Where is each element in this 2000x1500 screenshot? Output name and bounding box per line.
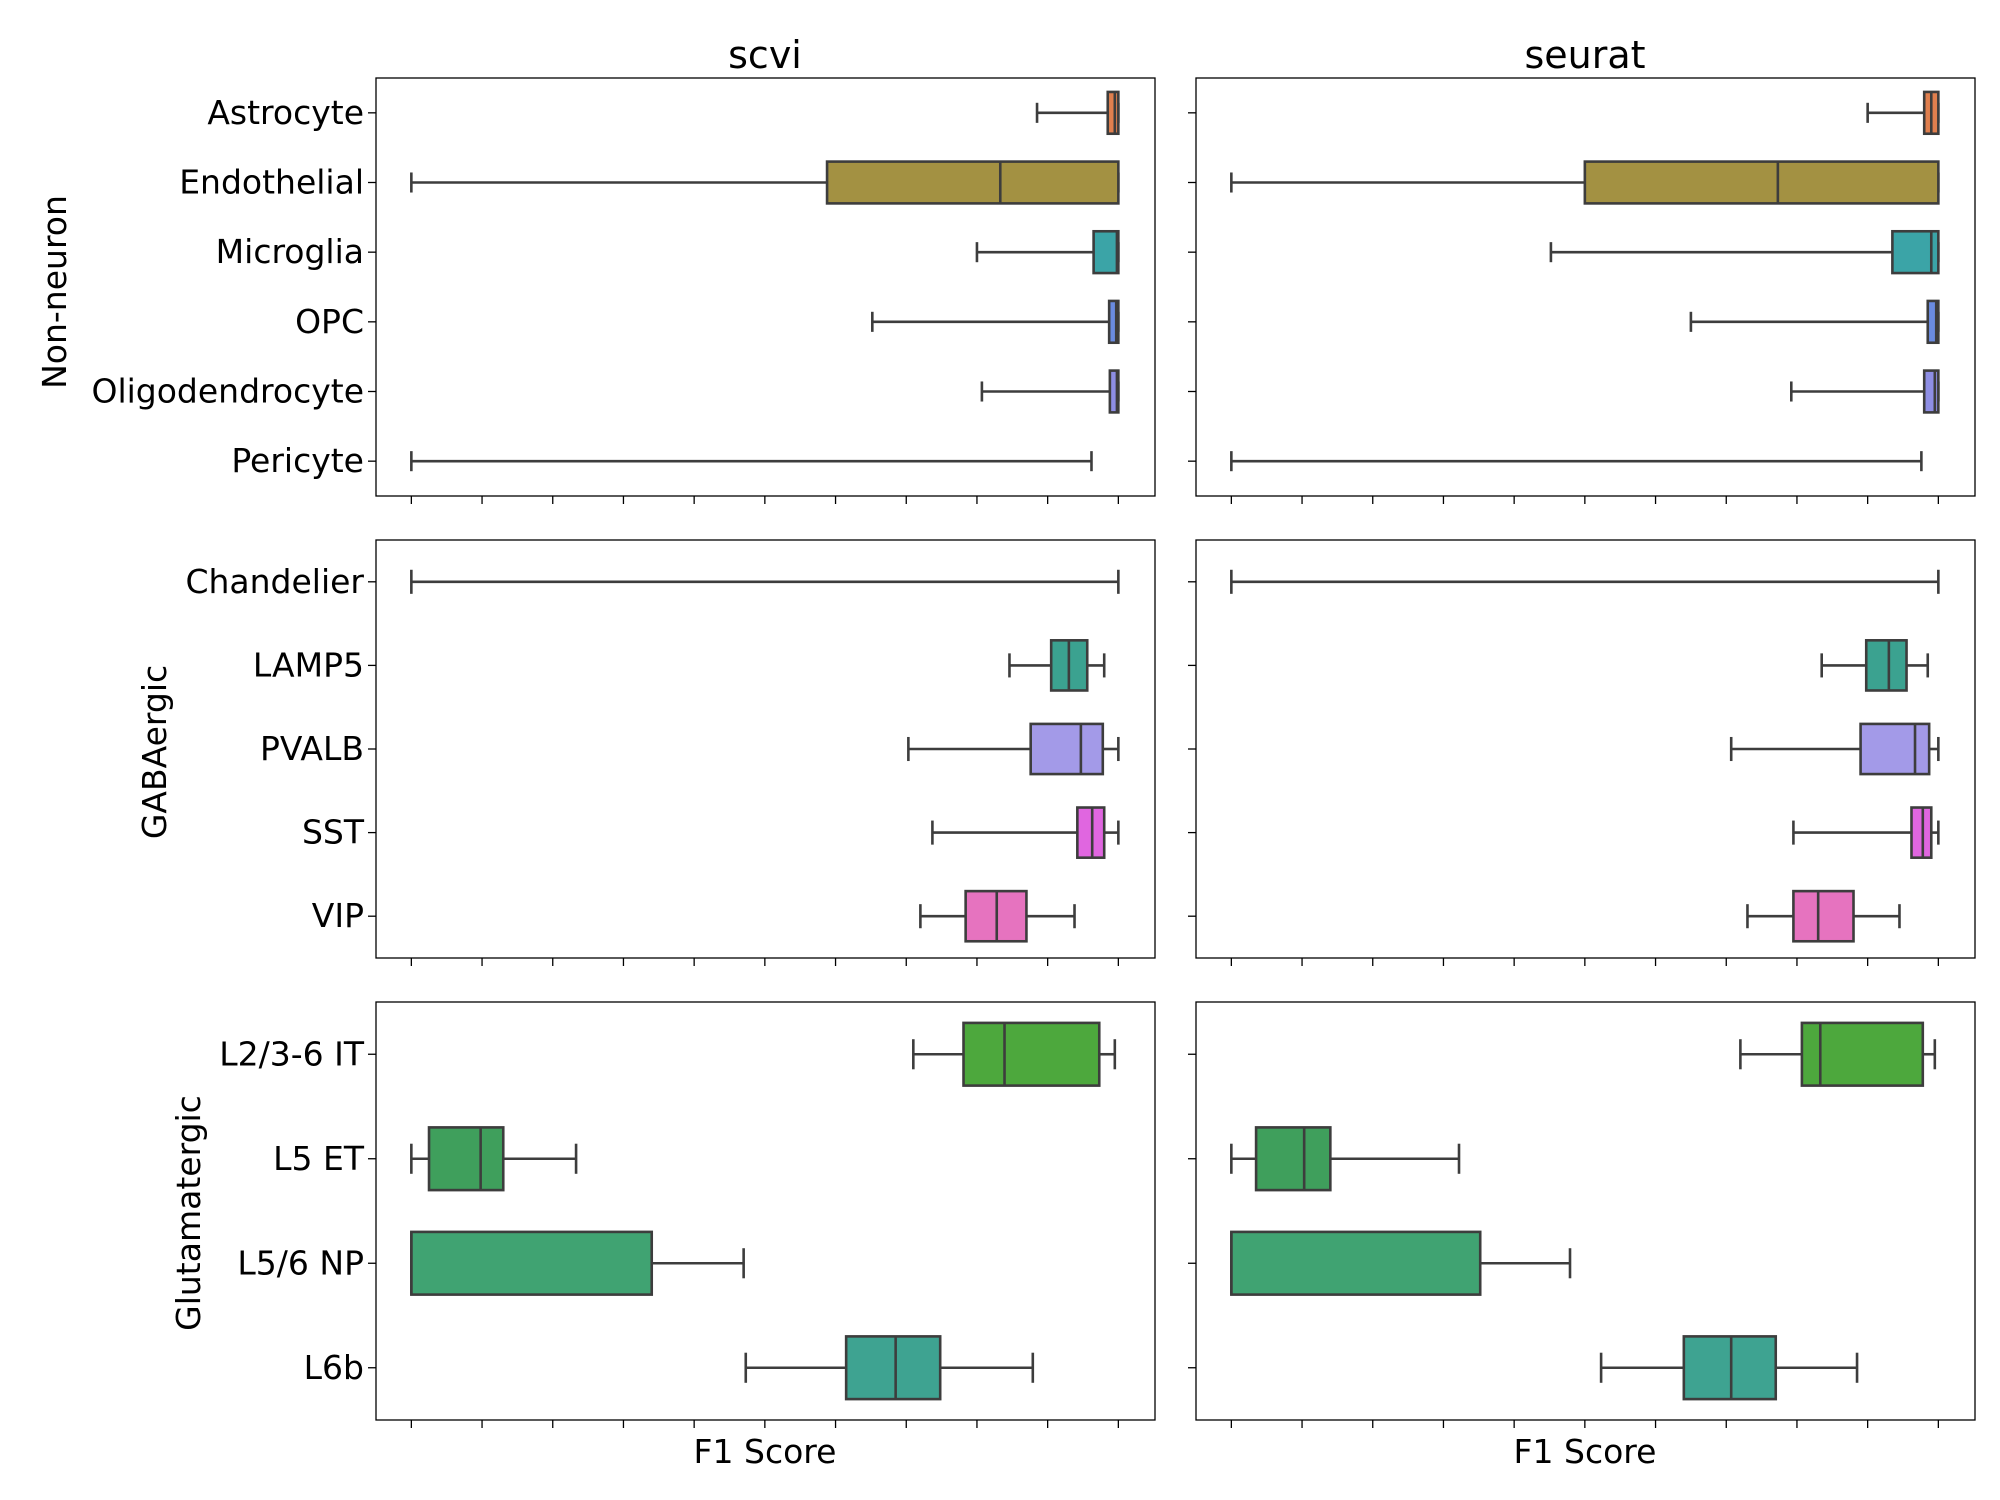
box-iqr — [1792, 889, 1855, 943]
box-chandelier-scvi — [410, 569, 1120, 594]
box-iqr — [1107, 299, 1120, 345]
category-label-astrocyte: Astrocyte — [207, 93, 364, 132]
box-chandelier-seurat — [1230, 569, 1940, 594]
box-iqr — [1254, 1126, 1332, 1192]
box-opc-seurat — [1689, 299, 1940, 345]
box-l2-3-6-it-scvi — [912, 1021, 1117, 1087]
box-pvalb-seurat — [1729, 722, 1940, 776]
box-iqr — [1859, 722, 1931, 776]
box-endothelial-scvi — [410, 160, 1120, 205]
box-astrocyte-scvi — [1035, 90, 1120, 136]
box-pvalb-scvi — [907, 722, 1120, 776]
panels: Astrocyte Endothelial Microglia OPC Oligoden… — [91, 77, 1976, 1428]
x-axis-label-scvi: F1 Score — [694, 1432, 837, 1471]
panel-frame — [375, 1001, 1156, 1421]
column-title-scvi: scvi — [728, 33, 802, 77]
box-l5-6-np-scvi — [410, 1230, 745, 1296]
panel-gabaergic-seurat — [1188, 539, 1976, 966]
category-label-pericyte: Pericyte — [231, 441, 364, 480]
column-title-seurat: seurat — [1524, 33, 1645, 77]
panel-glutamatergic-scvi: L2/3-6 IT L5 ET L5/6 NP L6b — [219, 1001, 1156, 1428]
box-vip-scvi — [919, 889, 1076, 943]
group-label-glutamatergic: Glutamatergic — [169, 1095, 208, 1331]
x-axis-label-seurat: F1 Score — [1514, 1432, 1657, 1471]
box-iqr — [962, 1021, 1101, 1087]
box-iqr — [1864, 639, 1908, 692]
box-iqr — [1926, 299, 1940, 345]
box-lamp5-seurat — [1820, 639, 1930, 692]
panel-frame — [375, 77, 1156, 497]
box-l5-6-np-seurat — [1230, 1230, 1572, 1296]
box-l6b-scvi — [744, 1335, 1035, 1401]
box-iqr — [1910, 806, 1933, 859]
box-vip-seurat — [1746, 889, 1901, 943]
category-label-l5-6-np: L5/6 NP — [237, 1243, 364, 1282]
box-iqr — [1230, 1230, 1482, 1296]
box-lamp5-scvi — [1008, 639, 1106, 692]
box-pericyte-scvi — [410, 451, 1093, 472]
category-label-vip: VIP — [312, 896, 364, 935]
box-sst-scvi — [931, 806, 1120, 859]
category-label-opc: OPC — [295, 302, 364, 341]
box-oligodendrocyte-seurat — [1789, 369, 1940, 414]
box-iqr — [1108, 369, 1120, 414]
category-label-lamp5: LAMP5 — [253, 645, 364, 684]
box-l5-et-seurat — [1230, 1126, 1461, 1192]
panel-gabaergic-scvi: Chandelier LAMP5 PVALB SST VIP — [185, 539, 1156, 966]
box-opc-scvi — [871, 299, 1120, 345]
category-label-endothelial: Endothelial — [179, 163, 364, 202]
category-label-oligodendrocyte: Oligodendrocyte — [91, 372, 364, 411]
box-iqr — [1922, 369, 1940, 414]
box-iqr — [844, 1335, 942, 1401]
category-label-chandelier: Chandelier — [185, 562, 364, 601]
box-oligodendrocyte-scvi — [980, 369, 1120, 414]
group-label-non-neuron: Non-neuron — [35, 195, 74, 389]
box-microglia-scvi — [975, 229, 1120, 275]
box-iqr — [1092, 229, 1120, 275]
box-iqr — [1682, 1335, 1778, 1401]
panel-non-neuron-seurat — [1188, 77, 1976, 504]
category-label-l2-3-6-it: L2/3-6 IT — [219, 1034, 365, 1073]
panel-non-neuron-scvi: Astrocyte Endothelial Microglia OPC Oligoden… — [91, 77, 1156, 504]
box-iqr — [427, 1126, 505, 1192]
box-endothelial-seurat — [1230, 160, 1940, 205]
box-iqr — [1076, 806, 1106, 859]
box-iqr — [1583, 160, 1940, 205]
panel-glutamatergic-seurat — [1188, 1001, 1976, 1428]
panel-frame — [1195, 77, 1976, 497]
box-iqr — [1800, 1021, 1925, 1087]
category-label-l5-et: L5 ET — [273, 1139, 365, 1178]
box-microglia-seurat — [1549, 229, 1940, 275]
box-astrocyte-seurat — [1866, 90, 1940, 136]
box-l5-et-scvi — [410, 1126, 578, 1192]
box-iqr — [410, 1230, 654, 1296]
category-label-sst: SST — [302, 813, 365, 852]
box-iqr — [1029, 722, 1105, 776]
category-label-pvalb: PVALB — [260, 729, 364, 768]
box-l2-3-6-it-seurat — [1739, 1021, 1937, 1087]
box-sst-seurat — [1792, 806, 1940, 859]
box-iqr — [1106, 90, 1120, 136]
box-pericyte-seurat — [1230, 451, 1923, 472]
box-iqr — [825, 160, 1120, 205]
box-l6b-seurat — [1599, 1335, 1859, 1401]
group-label-gabaergic: GABAergic — [135, 665, 174, 839]
category-label-microglia: Microglia — [216, 232, 364, 271]
category-label-l6b: L6b — [304, 1348, 364, 1387]
